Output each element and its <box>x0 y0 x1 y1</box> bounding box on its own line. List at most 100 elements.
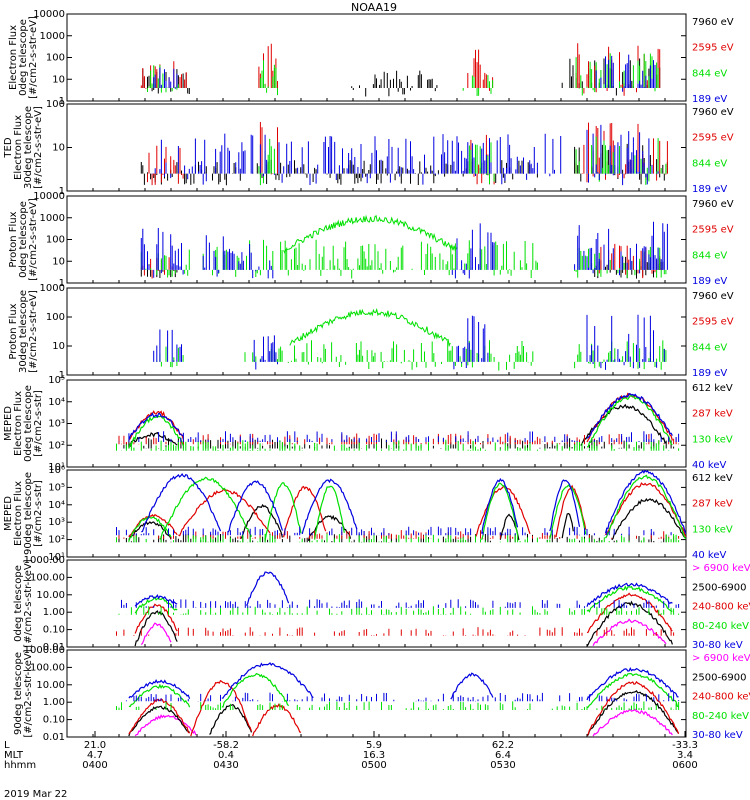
burst-spikes <box>586 124 659 186</box>
flux-hump <box>252 703 302 737</box>
flux-hump <box>134 603 178 634</box>
series-240-800-keV <box>116 592 675 636</box>
legend-entry: 2595 eV <box>692 133 734 144</box>
panel-data <box>116 392 680 451</box>
noise-floor <box>121 599 680 608</box>
y-axis-label: Electron Flux <box>8 25 19 90</box>
y-tick-label: 10² <box>48 535 65 546</box>
y-tick-label: 0.01 <box>43 642 65 653</box>
series-189-eV <box>140 221 668 279</box>
noise-floor <box>116 526 672 536</box>
flux-hump <box>586 585 673 613</box>
y-axis-label: TED <box>3 137 14 158</box>
y-axis-label: [#/cm2-s-str-eV] <box>33 106 44 189</box>
flux-hump <box>140 622 172 646</box>
flux-hump <box>128 683 191 708</box>
panel-data <box>116 470 686 543</box>
y-tick-label: 10³ <box>48 517 65 528</box>
y-tick-label: 100 <box>46 235 65 246</box>
series-130-keV <box>116 474 686 543</box>
noise-floor <box>116 701 680 710</box>
burst-spikes <box>140 61 187 89</box>
flux-hump <box>586 680 680 737</box>
y-tick-label: 1000 <box>40 283 65 294</box>
flux-hump <box>128 515 172 542</box>
flux-hump <box>134 596 178 614</box>
time-row-label: hhmm <box>4 760 36 771</box>
flux-hump <box>245 571 290 606</box>
y-tick-label: 100 <box>46 312 65 323</box>
legend-entry: 130 keV <box>692 434 733 445</box>
flux-hump <box>586 582 673 607</box>
y-axis-label: 30deg telescope <box>18 290 29 373</box>
flux-hump <box>128 431 178 448</box>
legend-entry: 612 keV <box>692 383 733 394</box>
flux-hump <box>227 480 283 533</box>
legend-entry: 30-80 keV <box>692 730 743 741</box>
burst-spikes <box>156 346 184 368</box>
legend-entry: 189 eV <box>692 276 727 287</box>
burst-spikes <box>453 315 489 370</box>
y-tick-label: 10.00 <box>36 680 65 691</box>
series-287-keV <box>118 482 686 539</box>
series-189-eV <box>153 314 665 370</box>
time-tick-label-hhmm: 0600 <box>672 760 697 771</box>
legend-entry: 2595 eV <box>692 317 734 328</box>
legend-entry: 189 eV <box>692 184 727 195</box>
y-tick-label: 10 <box>52 74 65 85</box>
flux-hump <box>611 498 686 541</box>
y-axis-label: 0deg telescope <box>23 385 34 462</box>
y-tick-label: 1 <box>59 186 65 197</box>
burst-spikes <box>140 228 184 278</box>
flux-hump <box>128 678 191 700</box>
y-axis-label: [#/cm2-s-str-keV] <box>23 649 34 737</box>
flux-hump <box>128 514 178 538</box>
y-axis-label: Electron Flux <box>13 391 24 456</box>
burst-spikes <box>462 75 494 96</box>
flux-hump <box>128 698 190 735</box>
y-tick-label: 100.00 <box>30 572 65 583</box>
flux-hump <box>586 395 673 448</box>
time-row-label: L <box>4 740 10 751</box>
legend-entry: 240-800 keV <box>692 602 750 613</box>
y-axis-label: Proton Flux <box>8 211 19 267</box>
burst-spikes <box>142 68 190 94</box>
series-30-80-keV <box>121 571 680 608</box>
flux-hump <box>141 473 222 533</box>
y-tick-label: 10³ <box>48 419 65 430</box>
legend-entry: 2500-6900 <box>692 672 747 683</box>
y-tick-label: 10² <box>48 440 65 451</box>
y-axis-label: [#/cm2-s-str-eV] <box>28 198 39 281</box>
legend-entry: 844 eV <box>692 68 727 79</box>
burst-spikes <box>574 221 668 276</box>
y-tick-label: 10.00 <box>36 590 65 601</box>
time-tick-label-mlt: 4.7 <box>87 750 103 761</box>
panel-data <box>140 122 668 186</box>
series--6900-keV <box>140 618 667 646</box>
noise-floor <box>118 606 680 615</box>
flux-hump <box>586 392 673 443</box>
burst-spikes <box>244 340 534 371</box>
burst-spikes <box>153 67 178 89</box>
burst-spikes <box>586 314 665 370</box>
y-tick-label: 0.01 <box>43 732 65 743</box>
flux-hump <box>159 476 253 540</box>
legend-entry: 40 keV <box>692 550 726 561</box>
y-tick-label: 100 <box>46 53 65 64</box>
noise-floor <box>125 692 680 702</box>
legend-entry: 844 eV <box>692 250 727 261</box>
flux-hump <box>481 482 519 540</box>
flux-hump <box>134 610 178 647</box>
noise-floor <box>118 431 680 442</box>
panel-data <box>140 43 661 97</box>
legend-entry: 80-240 keV <box>692 621 749 632</box>
series-844-eV <box>258 136 667 186</box>
y-tick-label: 10¹ <box>48 552 65 563</box>
y-axis-label: 0deg telescope <box>13 565 24 642</box>
burst-spikes <box>202 235 274 279</box>
y-axis-label: MEPED <box>3 406 14 441</box>
flux-hump <box>240 503 283 540</box>
flux-hump <box>178 489 271 537</box>
y-tick-label: 1.00 <box>43 697 65 708</box>
